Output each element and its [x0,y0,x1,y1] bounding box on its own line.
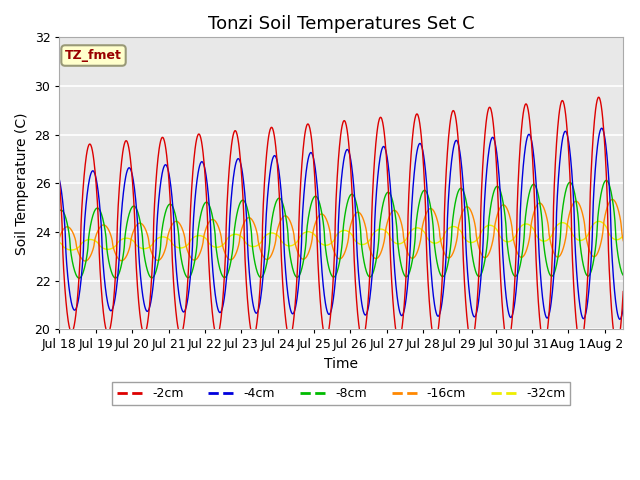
Text: TZ_fmet: TZ_fmet [65,49,122,62]
Y-axis label: Soil Temperature (C): Soil Temperature (C) [15,112,29,254]
Legend: -2cm, -4cm, -8cm, -16cm, -32cm: -2cm, -4cm, -8cm, -16cm, -32cm [112,382,570,405]
Title: Tonzi Soil Temperatures Set C: Tonzi Soil Temperatures Set C [208,15,474,33]
X-axis label: Time: Time [324,357,358,371]
